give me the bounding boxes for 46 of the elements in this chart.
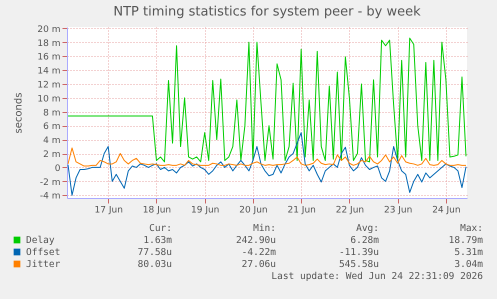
y-tick-label: 4 m <box>43 136 60 146</box>
x-tick-label: 22 Jun <box>336 206 364 216</box>
chart-title: NTP timing statistics for system peer - by week <box>113 4 422 20</box>
x-tick-label: 23 Jun <box>384 206 412 216</box>
text: 77.58u <box>138 247 172 258</box>
text: 18.79m <box>448 235 484 246</box>
text: Avg: <box>356 223 379 234</box>
text: 27.06u <box>242 259 276 270</box>
text: 3.04m <box>454 259 484 270</box>
y-tick-label: -2 m <box>40 178 60 188</box>
text: Max: <box>460 223 483 234</box>
text: Cur: <box>149 223 172 234</box>
y-tick-label: 8 m <box>43 108 60 118</box>
text: 1.63m <box>143 235 172 246</box>
text: -11.39u <box>338 247 379 258</box>
legend-label: Offset <box>26 247 60 258</box>
text: 6.28m <box>350 235 380 246</box>
text: 5.31m <box>454 247 484 258</box>
text: 80.03u <box>138 259 172 270</box>
text: 242.90u <box>236 235 276 246</box>
y-tick-label: 12 m <box>37 80 60 90</box>
x-tick-label: 19 Jun <box>190 206 220 216</box>
y-tick-label: 10 m <box>37 94 60 104</box>
x-tick-label: 21 Jun <box>287 206 316 216</box>
y-tick-label: 0 <box>54 164 61 174</box>
y-tick-label: 2 m <box>43 150 60 160</box>
y-tick-label: 16 m <box>37 52 60 63</box>
y-axis-title: seconds <box>13 92 24 134</box>
text: Min: <box>253 223 276 234</box>
y-tick-label: 14 m <box>37 66 60 77</box>
line-series <box>68 132 466 196</box>
x-tick-label: 18 Jun <box>142 206 172 216</box>
x-tick-label: 17 Jun <box>94 206 123 216</box>
legend-label: Delay <box>26 235 55 246</box>
y-tick-label: 20 m <box>37 24 60 35</box>
x-tick-label: 24 Jun <box>432 206 461 216</box>
line-series <box>68 147 466 167</box>
y-tick-label: 6 m <box>43 122 60 132</box>
text: -4.22m <box>242 247 276 258</box>
legend-label: Jitter <box>26 259 61 270</box>
text: 545.58u <box>338 259 379 270</box>
text: Last update: Wed Jun 24 22:31:09 2026 <box>271 271 484 282</box>
y-tick-label: 18 m <box>37 38 60 49</box>
line-series <box>68 38 466 162</box>
x-tick-label: 20 Jun <box>239 206 268 216</box>
y-tick-label: -4 m <box>40 192 60 202</box>
